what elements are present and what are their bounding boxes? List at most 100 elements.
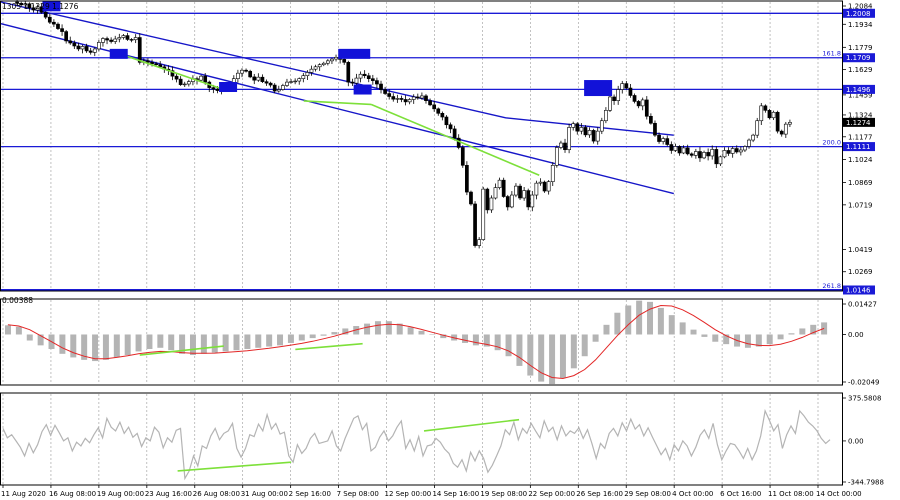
candle-body xyxy=(272,84,277,92)
candle-body xyxy=(546,181,551,192)
macd-histogram-bar xyxy=(266,334,273,347)
macd-histogram-bar xyxy=(374,321,381,335)
macd-histogram-bar xyxy=(723,334,730,345)
candle-body xyxy=(350,81,355,84)
candle-body xyxy=(542,181,547,192)
candle-body xyxy=(268,82,273,86)
candle-body xyxy=(489,197,494,211)
current-price-tag xyxy=(843,117,875,127)
macd-histogram-bar xyxy=(570,334,577,369)
divergence-line xyxy=(177,461,292,472)
candle-body xyxy=(117,37,122,40)
macd-histogram-bar xyxy=(810,324,817,335)
candle-body xyxy=(305,72,310,77)
candle-body xyxy=(236,72,240,79)
zone-marker[interactable] xyxy=(219,82,238,93)
axis-tick-label: -344.7988 xyxy=(848,479,884,487)
zone-marker[interactable] xyxy=(584,80,613,97)
macd-histogram-bar xyxy=(102,334,109,360)
time-tick-label: 26 Sep 16:00 xyxy=(576,490,623,498)
macd-histogram-bar xyxy=(668,315,675,335)
zone-marker[interactable] xyxy=(109,48,128,59)
candle-body xyxy=(779,130,784,135)
time-tick-label: 22 Sep 00:00 xyxy=(528,490,575,498)
candle-body xyxy=(80,46,85,50)
level-price-tag xyxy=(843,142,875,152)
time-tick-label: 19 Aug 00:00 xyxy=(97,490,144,498)
pane-frame xyxy=(0,392,843,486)
candle-body xyxy=(538,181,543,184)
candle-body xyxy=(76,45,81,50)
candle-body xyxy=(158,64,163,68)
candle-body xyxy=(559,142,563,148)
candle-body xyxy=(97,42,101,50)
macd-histogram-bar xyxy=(342,328,349,335)
candle-body xyxy=(440,113,445,118)
candle-body xyxy=(534,182,539,196)
price-pane[interactable]: 161.8 200.0 261.8 xyxy=(0,0,872,291)
time-tick-label: 14 Sep 16:00 xyxy=(432,490,479,498)
candle-body xyxy=(109,39,113,42)
macd-pane[interactable]: 0.00388 xyxy=(2,296,828,385)
candle-body xyxy=(673,146,678,151)
candle-body xyxy=(387,93,392,97)
fib-label: 261.8 xyxy=(822,282,841,290)
axis-tick-label: 1.1459 xyxy=(848,91,873,99)
candle-body xyxy=(415,96,420,99)
axis-tick-label: 1.1024 xyxy=(848,156,873,164)
axis-tick-label: 1.1779 xyxy=(848,44,873,52)
candle-body xyxy=(550,165,555,182)
macd-histogram-bar xyxy=(233,334,240,351)
macd-histogram-bar xyxy=(701,334,708,337)
candle-body xyxy=(256,76,261,81)
time-axis: 11 Aug 2020 16 Aug 08:00 19 Aug 00:00 23 Au… xyxy=(1,485,862,498)
macd-histogram-bar xyxy=(407,327,414,335)
macd-histogram-bar xyxy=(527,334,534,376)
channel-upper-line[interactable] xyxy=(0,1,674,136)
macd-histogram-bar xyxy=(124,334,131,356)
candle-body xyxy=(383,89,387,94)
candle-body xyxy=(526,190,531,208)
current-price-label: 1.1274 xyxy=(846,119,871,127)
cci-pane[interactable] xyxy=(2,408,831,481)
time-tick-label: 4 Oct 00:00 xyxy=(672,490,713,498)
candle-body xyxy=(211,87,216,90)
candle-body xyxy=(452,128,457,139)
candle-body xyxy=(677,146,682,154)
candle-body xyxy=(722,150,727,158)
zone-marker[interactable] xyxy=(338,48,371,59)
candle-body xyxy=(710,149,715,157)
macd-histogram-bar xyxy=(657,307,664,335)
zone-marker[interactable] xyxy=(353,84,372,95)
candle-body xyxy=(35,6,40,11)
candle-body xyxy=(370,78,375,81)
candle-body xyxy=(465,165,469,193)
time-tick-label: 12 Sep 00:00 xyxy=(385,490,432,498)
candle-body xyxy=(767,110,772,119)
candle-body xyxy=(522,190,526,199)
candle-body xyxy=(121,35,126,38)
candle-body xyxy=(150,62,154,65)
divergence-line xyxy=(370,103,540,177)
macd-histogram-bar xyxy=(799,328,806,335)
candle-body xyxy=(649,115,653,124)
time-tick-label: 14 Oct 00:00 xyxy=(816,490,862,498)
macd-histogram-bar xyxy=(549,334,556,385)
time-tick-label: 2 Sep 16:00 xyxy=(289,490,331,498)
candle-body xyxy=(174,75,179,80)
candle-body xyxy=(497,179,502,188)
candle-body xyxy=(747,139,751,147)
level-price-tag xyxy=(843,8,875,18)
time-tick-label: 16 Aug 08:00 xyxy=(49,490,96,498)
macd-histogram-bar xyxy=(5,325,11,335)
axis-tick-label: 0.00 xyxy=(848,331,864,339)
candle-body xyxy=(276,89,281,92)
candle-body xyxy=(244,69,248,72)
zone-marker[interactable] xyxy=(42,1,61,12)
macd-histogram-bar xyxy=(581,334,588,357)
candle-body xyxy=(313,66,318,70)
level-price-tag-label: 1.1111 xyxy=(846,143,871,151)
candle-body xyxy=(763,105,768,111)
time-tick-label: 26 Aug 08:00 xyxy=(193,490,240,498)
macd-histogram-bar xyxy=(396,323,403,335)
